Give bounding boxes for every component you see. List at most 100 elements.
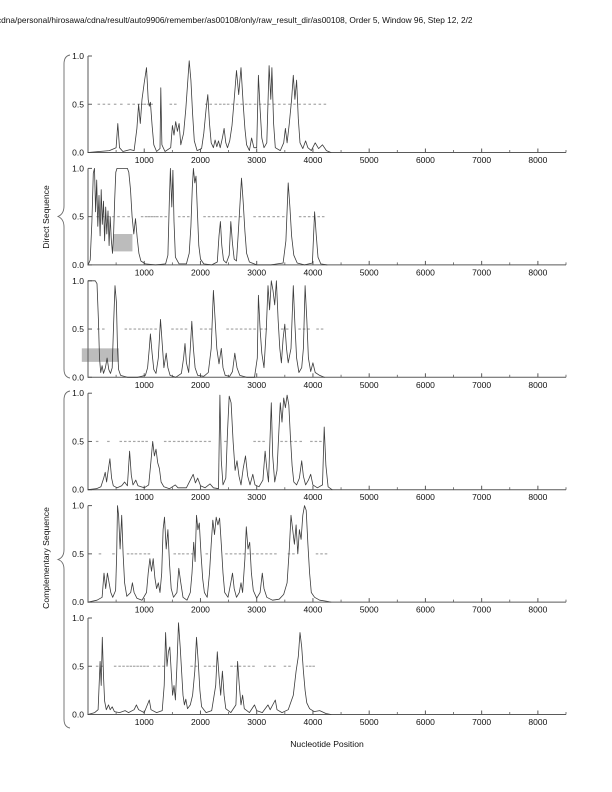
y-tick-label: 0.5	[72, 436, 84, 446]
threshold-dash	[251, 553, 255, 555]
threshold-dash	[164, 216, 168, 218]
threshold-dash	[96, 328, 100, 330]
threshold-dash	[220, 216, 224, 218]
threshold-dash	[173, 553, 177, 555]
threshold-dash	[242, 553, 246, 555]
threshold-dash	[204, 103, 208, 105]
axes-frame	[87, 168, 566, 266]
x-tick-label: 5000	[360, 492, 379, 502]
threshold-dash	[288, 665, 291, 667]
x-tick-label: 3000	[247, 605, 266, 615]
threshold-dash	[256, 553, 259, 555]
threshold-dash	[186, 553, 189, 555]
threshold-dash	[269, 553, 273, 555]
threshold-dash	[273, 665, 276, 667]
threshold-dash	[323, 103, 327, 105]
threshold-dash	[150, 103, 153, 105]
threshold-dash	[252, 665, 255, 667]
threshold-dash	[298, 216, 302, 218]
threshold-dash	[235, 103, 239, 105]
threshold-dash	[317, 216, 320, 218]
threshold-dash	[234, 665, 237, 667]
threshold-dash	[143, 553, 147, 555]
threshold-dash	[307, 216, 311, 218]
threshold-dash	[283, 103, 286, 105]
threshold-dash	[153, 665, 156, 667]
threshold-dash	[239, 216, 242, 218]
threshold-dash	[126, 553, 130, 555]
threshold-dash	[272, 216, 275, 218]
y-tick-label: 1.0	[72, 276, 84, 286]
y-tick-label: 0.0	[72, 372, 84, 382]
x-tick-label: 1000	[135, 492, 154, 502]
subplot-6: 0.0 0.5 1.0 1000 2000 3000 4000 5000 6000 7000 800…	[72, 613, 567, 727]
x-tick-label: 7000	[472, 155, 491, 165]
threshold-dash	[130, 553, 134, 555]
threshold-dash	[312, 665, 315, 667]
threshold-dash	[319, 440, 322, 443]
threshold-dash	[222, 103, 226, 105]
threshold-dash	[238, 553, 242, 555]
threshold-dash	[112, 553, 115, 555]
y-tick-label: 0.0	[72, 148, 84, 158]
threshold-dash	[126, 665, 129, 667]
threshold-dash	[113, 665, 117, 667]
threshold-dash	[253, 328, 256, 330]
threshold-dash	[320, 553, 323, 555]
threshold-dash	[159, 216, 163, 218]
x-tick-label: 3000	[247, 717, 266, 727]
threshold-dash	[143, 103, 147, 105]
threshold-dash	[137, 440, 141, 443]
threshold-dash	[321, 216, 325, 218]
x-tick-label: 7000	[472, 605, 491, 615]
threshold-dash	[182, 216, 186, 218]
threshold-dash	[199, 440, 202, 443]
x-tick-label: 6000	[416, 717, 435, 727]
x-tick-label: 6000	[416, 267, 435, 277]
axes-frame	[87, 56, 566, 153]
x-tick-label: 2000	[191, 380, 210, 390]
threshold-dash	[316, 328, 319, 330]
threshold-dash	[123, 440, 127, 443]
threshold-dash	[205, 553, 209, 555]
threshold-dash	[143, 665, 146, 667]
threshold-dash	[175, 328, 179, 330]
x-tick-label: 8000	[528, 155, 547, 165]
x-tick-label: 4000	[303, 605, 322, 615]
threshold-dash	[244, 328, 247, 330]
threshold-dash	[100, 665, 104, 667]
x-tick-label: 6000	[416, 492, 435, 502]
threshold-dash	[172, 440, 176, 443]
threshold-dash	[147, 216, 151, 218]
x-tick-label: 1000	[135, 605, 154, 615]
subplot-4: 0.0 0.5 1.0 1000 2000 3000 4000 5000 6000 7000 800…	[72, 388, 567, 502]
threshold-dash	[303, 216, 306, 218]
threshold-dash	[102, 328, 105, 330]
threshold-dash	[181, 440, 184, 443]
threshold-dash	[186, 216, 190, 218]
signal-line	[87, 505, 332, 603]
threshold-dash	[199, 328, 203, 330]
x-tick-label: 3000	[247, 380, 266, 390]
y-tick-label: 1.0	[72, 388, 84, 398]
x-tick-label: 8000	[528, 267, 547, 277]
threshold-dash	[181, 553, 185, 555]
threshold-dash	[136, 665, 139, 667]
highlight-region	[81, 348, 119, 362]
threshold-dash	[95, 440, 99, 443]
threshold-dash	[146, 665, 150, 667]
threshold-dash	[113, 103, 117, 105]
x-tick-label: 5000	[360, 380, 379, 390]
threshold-dash	[310, 440, 313, 443]
threshold-dash	[320, 328, 324, 330]
subplot-5: 0.0 0.5 1.0 1000 2000 3000 4000 5000 6000 7000 800…	[72, 501, 567, 615]
threshold-dash	[138, 328, 141, 330]
y-tick-label: 1.0	[72, 501, 84, 511]
threshold-dash	[124, 328, 128, 330]
threshold-dash	[298, 328, 301, 330]
threshold-dash	[265, 553, 268, 555]
threshold-dash	[141, 440, 144, 443]
threshold-dash	[253, 103, 257, 105]
x-tick-label: 4000	[303, 155, 322, 165]
